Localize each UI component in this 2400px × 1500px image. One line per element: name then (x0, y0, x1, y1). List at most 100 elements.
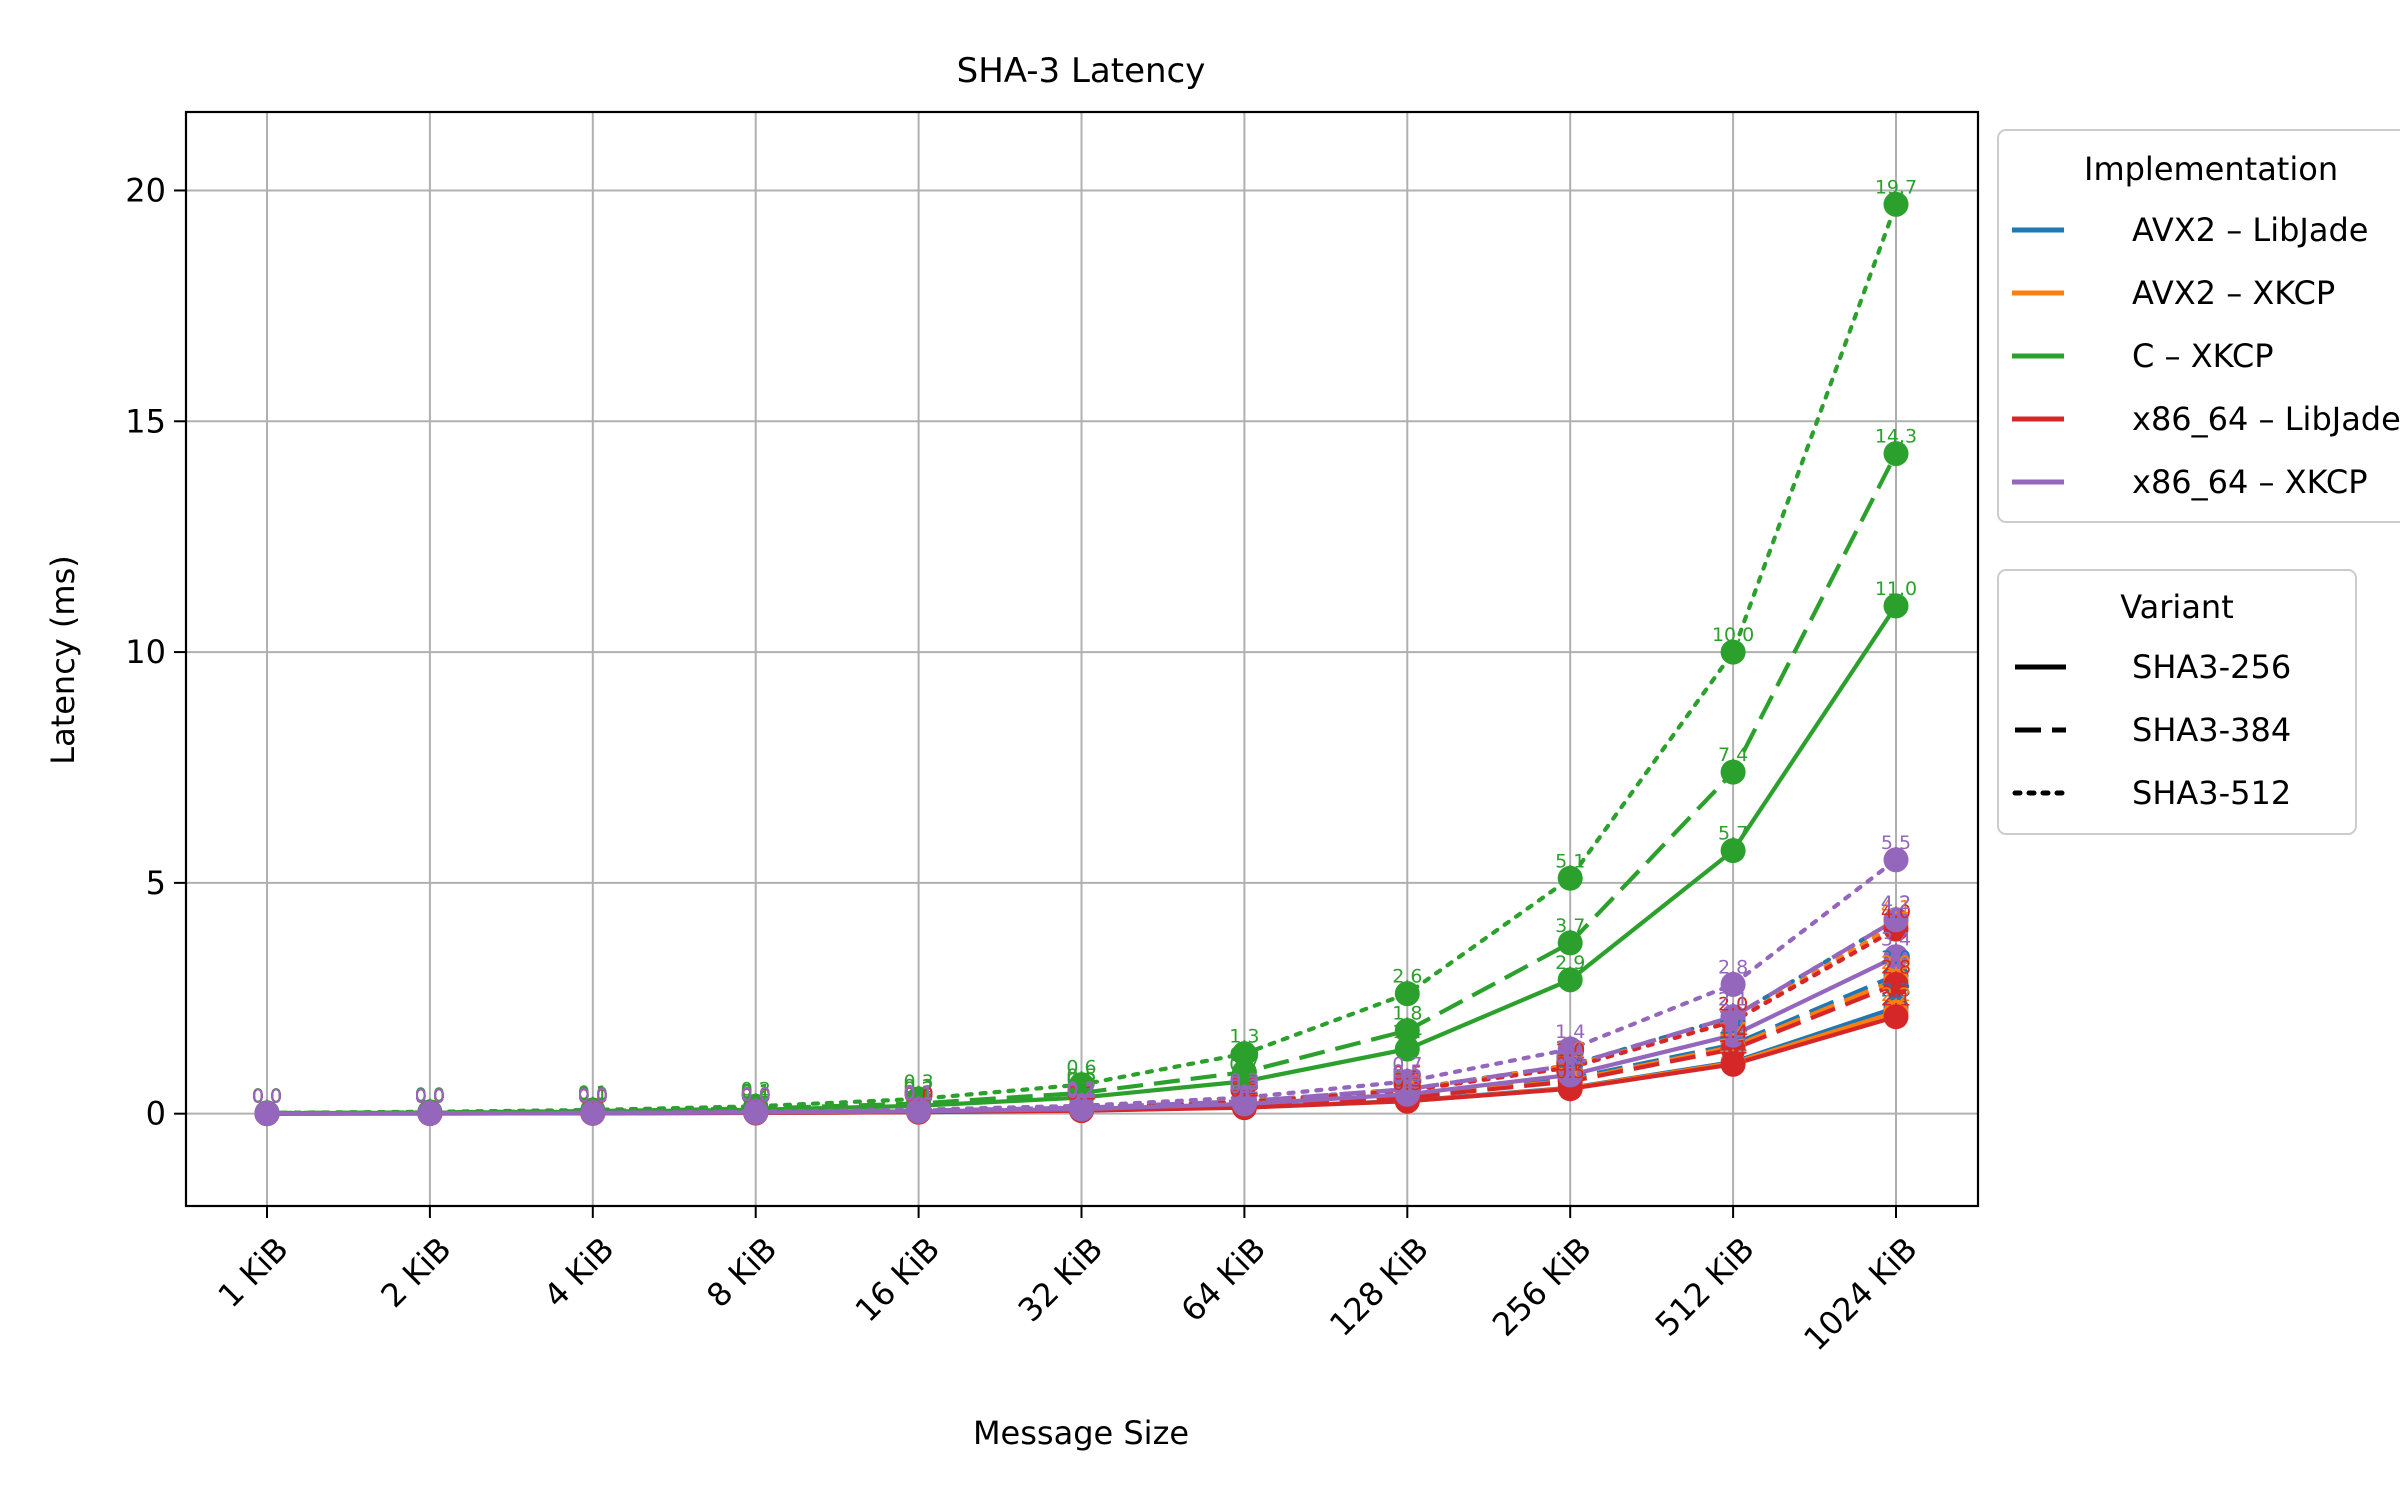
data-label: 0.0 (252, 1086, 282, 1108)
data-label: 0.0 (415, 1085, 445, 1107)
data-point (1883, 971, 1909, 997)
data-label: 0.4 (1392, 1068, 1422, 1090)
data-point (1883, 907, 1909, 933)
data-label: 3.0 (1881, 947, 1911, 969)
legend-label: SHA3-512 (2132, 774, 2291, 812)
data-label: 2.3 (1881, 980, 1911, 1002)
data-label: 0.7 (1229, 1053, 1259, 1075)
y-tick-label: 0 (146, 1095, 166, 1133)
data-label: 0.0 (741, 1085, 771, 1107)
data-label: 0.0 (415, 1085, 445, 1107)
y-axis-label: Latency (ms) (44, 555, 82, 764)
data-label: 1.7 (1718, 1007, 1748, 1029)
data-label: 3.7 (1555, 915, 1585, 937)
data-label: 0.3 (1066, 1070, 1096, 1092)
data-label: 0.4 (1392, 1066, 1422, 1088)
data-label: 0.3 (1392, 1073, 1422, 1095)
data-label: 0.3 (1229, 1070, 1259, 1092)
data-point (1231, 1085, 1257, 1111)
data-point (1557, 930, 1583, 956)
data-label: 0.1 (1066, 1082, 1096, 1104)
legend-label: x86_64 – LibJade (2132, 400, 2400, 438)
legend-label: AVX2 – LibJade (2132, 211, 2368, 249)
y-tick-label: 15 (125, 402, 166, 440)
data-label: 4.2 (1881, 892, 1911, 914)
data-point (1720, 838, 1746, 864)
data-label: 0.1 (741, 1082, 771, 1104)
data-label: 3.4 (1881, 929, 1911, 951)
data-point (1720, 759, 1746, 785)
data-label: 0.0 (741, 1084, 771, 1106)
legend-implementation-items: AVX2 – LibJade AVX2 – XKCP C – XKCP x86_64 … (2012, 211, 2400, 501)
data-label: 5.1 (1555, 850, 1585, 872)
data-point (1231, 1059, 1257, 1085)
data-point (1069, 1072, 1094, 1098)
data-label: 0.2 (1229, 1077, 1259, 1099)
data-label: 0.0 (903, 1084, 933, 1106)
legend-label: SHA3-384 (2132, 711, 2291, 749)
data-label: 1.8 (1392, 1003, 1422, 1025)
data-label: 2.2 (1881, 984, 1911, 1006)
data-label: 0.1 (1229, 1079, 1259, 1101)
y-axis-ticks: 0 5 10 15 20 (125, 171, 186, 1133)
data-label: 0.3 (903, 1071, 933, 1093)
data-label: 0.3 (1392, 1073, 1422, 1095)
data-label: 4.2 (1881, 892, 1911, 914)
chart-title: SHA-3 Latency (957, 51, 1206, 91)
data-label: 0.0 (252, 1085, 282, 1107)
data-label: 0.3 (1229, 1073, 1259, 1095)
data-point (743, 1099, 769, 1125)
data-label: 0.0 (415, 1085, 445, 1107)
data-label: 0.2 (903, 1076, 933, 1098)
data-point (1883, 441, 1909, 467)
data-label: 0.8 (1555, 1047, 1585, 1069)
data-point (1720, 1004, 1746, 1030)
data-label: 0.0 (578, 1085, 608, 1107)
data-label: 0.0 (252, 1085, 282, 1107)
data-label: 14.3 (1875, 426, 1917, 448)
data-label: 0.0 (252, 1085, 282, 1107)
data-label: 1.1 (1718, 1035, 1748, 1057)
data-label: 2.1 (1881, 989, 1911, 1011)
data-label: 2.9 (1881, 952, 1911, 974)
data-label: 0.6 (1066, 1057, 1096, 1079)
data-point (1720, 1022, 1746, 1048)
legend-variant: Variant SHA3-256 SHA3-384 SHA3-512 (1997, 569, 2357, 835)
data-label: 4.0 (1881, 901, 1911, 923)
data-label: 0.1 (1229, 1080, 1259, 1102)
data-label: 0.0 (741, 1085, 771, 1107)
data-label: 0.0 (415, 1085, 445, 1107)
data-label: 0.0 (252, 1085, 282, 1107)
data-label: 2.8 (1881, 956, 1911, 978)
data-label: 0.1 (1066, 1083, 1096, 1105)
data-label: 1.1 (1555, 1037, 1585, 1059)
data-label: 0.0 (252, 1086, 282, 1108)
data-label: 10.0 (1712, 624, 1754, 646)
data-label: 1.4 (1392, 1021, 1422, 1043)
data-label: 0.1 (903, 1083, 933, 1105)
data-label: 1.0 (1555, 1040, 1585, 1062)
x-axis-label: Message Size (973, 1414, 1189, 1452)
data-label: 0.0 (252, 1085, 282, 1107)
data-label: 0.4 (1392, 1069, 1422, 1091)
data-label: 0.1 (578, 1082, 608, 1104)
data-label: 0.0 (252, 1086, 282, 1108)
data-label: 0.0 (903, 1084, 933, 1106)
data-label: 0.6 (1555, 1060, 1585, 1082)
data-label: 0.0 (741, 1084, 771, 1106)
data-label: 0.0 (903, 1084, 933, 1106)
data-label: 1.4 (1555, 1021, 1585, 1043)
data-label: 0.7 (1555, 1053, 1585, 1075)
data-label: 0.3 (1392, 1073, 1422, 1095)
data-label: 0.0 (252, 1085, 282, 1107)
data-label: 0.0 (415, 1084, 445, 1106)
data-label: 1.4 (1718, 1019, 1748, 1041)
data-point (1231, 1041, 1257, 1067)
data-label: 0.1 (1066, 1080, 1096, 1102)
data-label: 0.3 (1229, 1074, 1259, 1096)
data-label: 0.0 (903, 1084, 933, 1106)
legend-label: x86_64 – XKCP (2132, 463, 2368, 501)
data-label: 0.1 (1066, 1080, 1096, 1102)
data-label: 0.0 (741, 1084, 771, 1106)
data-label: 0.1 (578, 1083, 608, 1105)
